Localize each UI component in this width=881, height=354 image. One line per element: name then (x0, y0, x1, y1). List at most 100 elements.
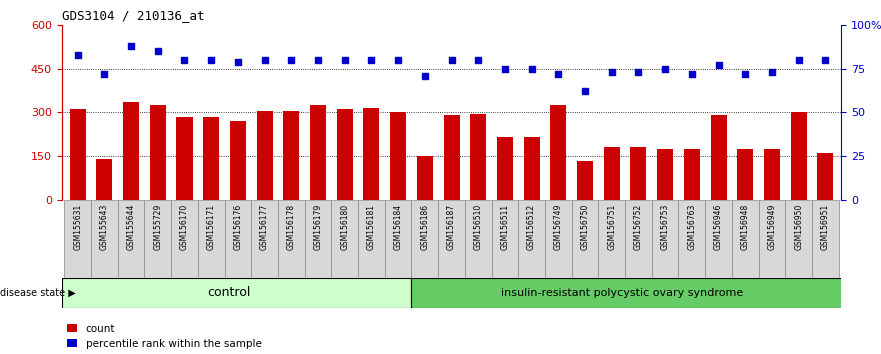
Text: GSM156178: GSM156178 (287, 204, 296, 250)
Bar (150, 105, 166, 200)
Bar (198, 200, 225, 278)
Point (578, 88, 592, 94)
Point (818, 57, 833, 63)
Bar (465, 200, 492, 278)
Text: GSM156181: GSM156181 (366, 204, 376, 250)
Bar (256, 111, 272, 200)
Text: insulin-resistant polycystic ovary syndrome: insulin-resistant polycystic ovary syndr… (501, 288, 744, 298)
Point (311, 57, 325, 63)
Bar (492, 200, 518, 278)
Point (97, 71, 111, 77)
Bar (603, 147, 619, 200)
Bar (96, 159, 113, 200)
Text: control: control (207, 286, 250, 299)
Point (765, 69, 779, 75)
Text: disease state ▶: disease state ▶ (0, 288, 76, 298)
Point (524, 66, 538, 72)
Text: GSM156946: GSM156946 (714, 204, 723, 250)
Bar (305, 200, 331, 278)
Bar (790, 113, 807, 200)
Bar (551, 105, 566, 200)
Point (445, 57, 459, 63)
Point (632, 69, 646, 75)
Bar (204, 117, 219, 200)
Bar (411, 278, 849, 308)
Bar (598, 200, 626, 278)
Bar (759, 200, 785, 278)
Bar (91, 200, 118, 278)
Text: GSM156186: GSM156186 (420, 204, 429, 250)
Text: GSM156176: GSM156176 (233, 204, 242, 250)
Bar (358, 200, 385, 278)
Point (712, 62, 726, 68)
Legend: count, percentile rank within the sample: count, percentile rank within the sample (67, 324, 262, 349)
Text: GSM156951: GSM156951 (821, 204, 830, 250)
Bar (390, 112, 406, 200)
Point (337, 57, 352, 63)
Text: GSM156753: GSM156753 (661, 204, 670, 250)
Point (177, 57, 191, 63)
Text: GSM156949: GSM156949 (767, 204, 776, 250)
Bar (626, 200, 652, 278)
Point (658, 66, 672, 72)
Bar (545, 200, 572, 278)
Bar (144, 200, 171, 278)
Point (365, 57, 379, 63)
Point (498, 66, 512, 72)
Bar (497, 137, 513, 200)
Bar (331, 200, 358, 278)
Bar (818, 153, 833, 200)
Bar (171, 200, 198, 278)
Text: GSM156180: GSM156180 (340, 204, 349, 250)
Bar (118, 200, 144, 278)
Text: GSM155643: GSM155643 (100, 204, 109, 250)
Text: GSM155644: GSM155644 (127, 204, 136, 250)
Bar (123, 102, 139, 200)
Bar (812, 200, 839, 278)
Bar (176, 117, 193, 200)
Bar (70, 109, 85, 200)
Bar (337, 109, 352, 200)
Bar (470, 114, 486, 200)
Point (124, 43, 138, 48)
Bar (251, 200, 278, 278)
Point (738, 71, 752, 77)
Text: GSM155631: GSM155631 (73, 204, 82, 250)
Text: GSM156751: GSM156751 (607, 204, 616, 250)
Bar (518, 200, 545, 278)
Bar (363, 108, 380, 200)
Bar (785, 200, 812, 278)
Text: GSM156179: GSM156179 (314, 204, 322, 250)
Point (257, 57, 271, 63)
Bar (385, 200, 411, 278)
Bar (737, 149, 753, 200)
Bar (732, 200, 759, 278)
Bar (652, 200, 678, 278)
Text: GSM156171: GSM156171 (207, 204, 216, 250)
Text: GSM156752: GSM156752 (634, 204, 643, 250)
Point (285, 57, 299, 63)
Text: GSM156177: GSM156177 (260, 204, 269, 250)
Bar (230, 121, 246, 200)
Point (418, 73, 432, 79)
Point (792, 57, 806, 63)
Text: GSM155729: GSM155729 (153, 204, 162, 250)
Point (151, 48, 165, 54)
Bar (417, 156, 433, 200)
Point (685, 71, 699, 77)
Bar (443, 115, 460, 200)
Bar (411, 200, 438, 278)
Text: GSM156950: GSM156950 (794, 204, 803, 250)
Bar (438, 200, 465, 278)
Point (204, 57, 218, 63)
Bar (278, 200, 305, 278)
Point (391, 57, 405, 63)
Text: GSM156750: GSM156750 (581, 204, 589, 250)
Text: GSM156763: GSM156763 (687, 204, 696, 250)
Text: GSM156187: GSM156187 (447, 204, 456, 250)
Point (70, 52, 85, 57)
Bar (225, 200, 251, 278)
Text: GSM156749: GSM156749 (554, 204, 563, 250)
Bar (310, 105, 326, 200)
Bar (705, 200, 732, 278)
